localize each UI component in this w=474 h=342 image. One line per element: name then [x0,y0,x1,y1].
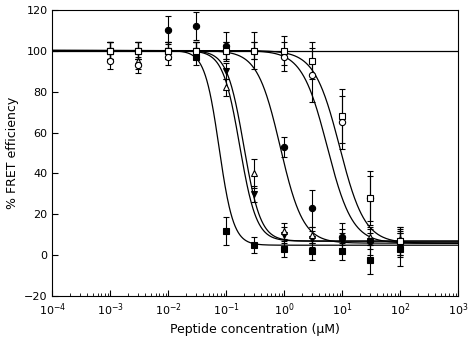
X-axis label: Peptide concentration (μM): Peptide concentration (μM) [170,324,340,337]
Y-axis label: % FRET efficiency: % FRET efficiency [6,97,18,209]
